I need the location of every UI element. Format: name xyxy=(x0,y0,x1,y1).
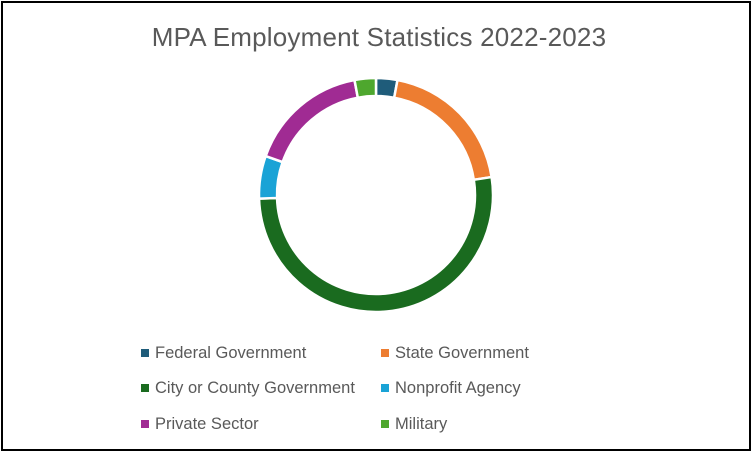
donut-slice-city-or-county-government xyxy=(257,175,495,314)
donut-slice-state-government xyxy=(392,78,494,182)
chart-title: MPA Employment Statistics 2022-2023 xyxy=(151,22,607,52)
chart-frame: MPA Employment Statistics 2022-2023 xyxy=(1,1,751,451)
donut-slice-nonprofit-agency xyxy=(257,154,285,200)
donut-slice-private-sector xyxy=(264,78,360,164)
donut-slice-military xyxy=(353,76,378,100)
